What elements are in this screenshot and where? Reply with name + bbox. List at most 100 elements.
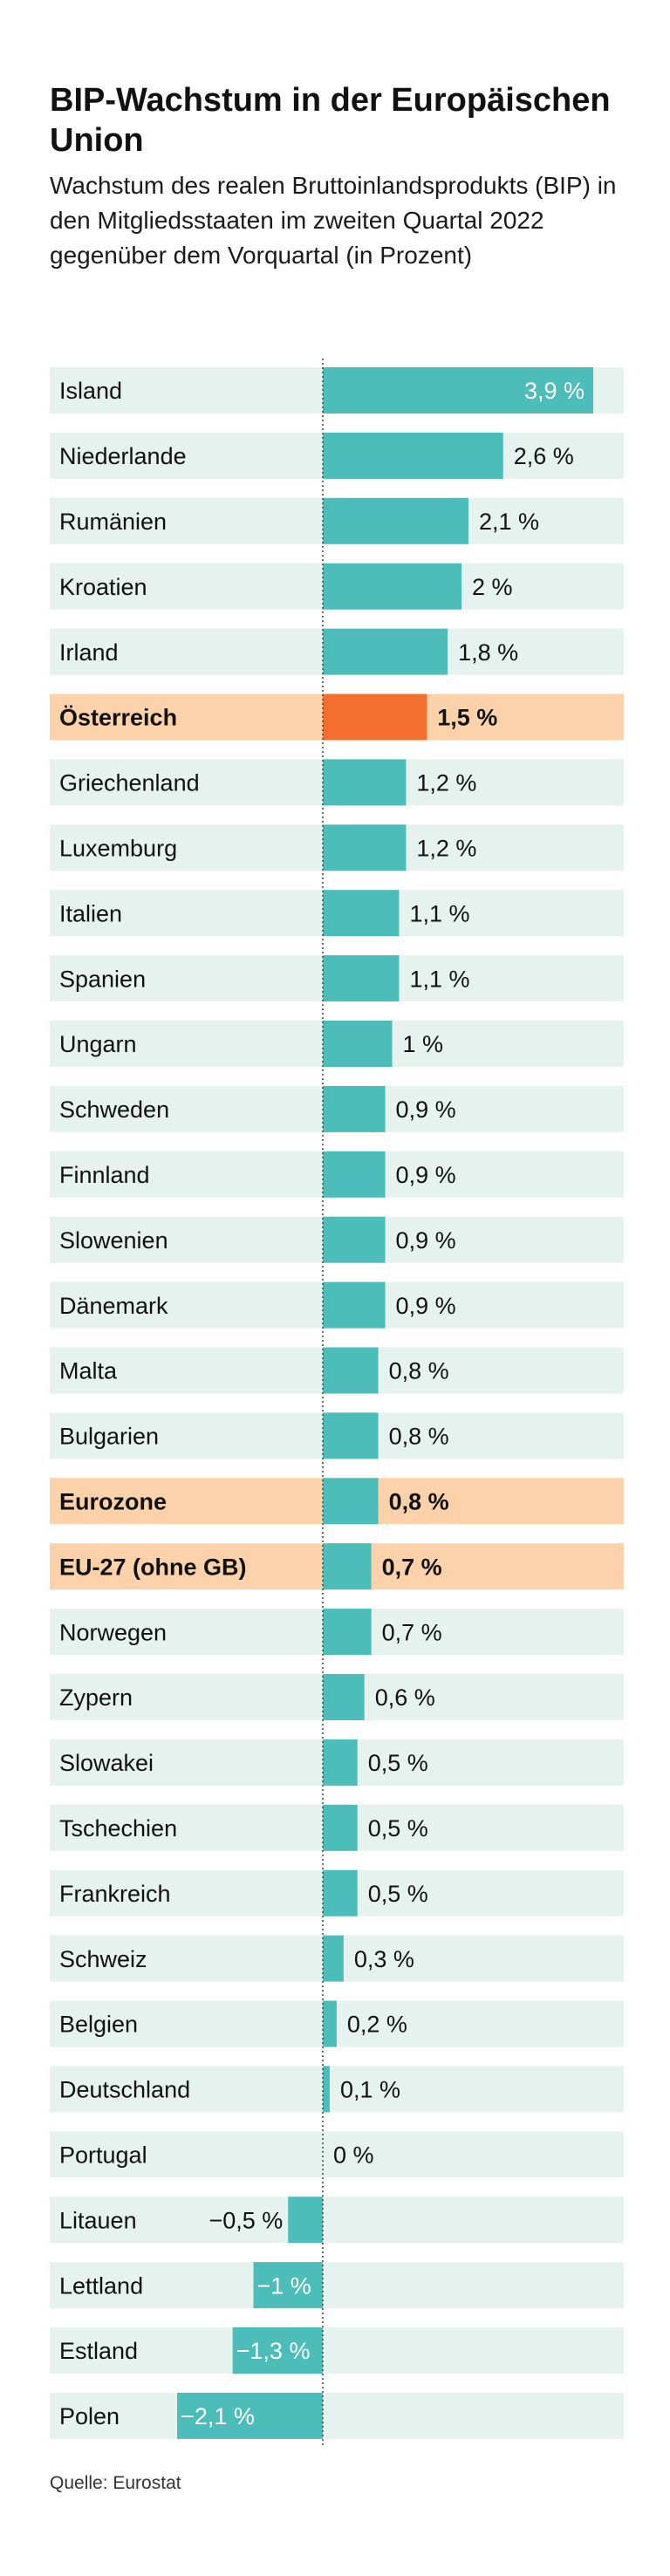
category-label: Österreich (59, 705, 177, 731)
value-label: 0,5 % (368, 1750, 428, 1776)
category-label: Italien (59, 900, 122, 926)
bar (253, 2262, 323, 2309)
bar (323, 1674, 365, 1720)
bar (323, 824, 407, 871)
bar (323, 1216, 386, 1263)
category-label: Norwegen (59, 1619, 167, 1645)
row-bg (50, 2392, 624, 2439)
category-label: Belgien (59, 2012, 138, 2038)
row-bg (50, 2000, 624, 2047)
value-label: −0,5 % (209, 2207, 283, 2233)
bar (323, 628, 448, 675)
bar (177, 2392, 323, 2439)
value-label: −1,3 % (236, 2338, 311, 2364)
bar (323, 1609, 372, 1656)
category-label: Irland (59, 639, 119, 666)
value-label: −2,1 % (181, 2403, 255, 2429)
bar (323, 2000, 337, 2047)
value-label: 0,7 % (382, 1554, 442, 1580)
category-label: Island (59, 378, 122, 404)
category-label: Schweden (59, 1097, 169, 1123)
value-label: 0,8 % (389, 1358, 449, 1384)
bar (323, 1869, 358, 1917)
value-label: 0,6 % (375, 1684, 435, 1711)
value-label: 2 % (472, 574, 513, 600)
value-label: 0,9 % (396, 1097, 456, 1123)
value-label: 1,2 % (416, 770, 476, 796)
category-label: Schweiz (59, 1946, 147, 1972)
category-label: Slowakei (59, 1750, 154, 1776)
value-label: 0,5 % (368, 1881, 428, 1907)
category-label: Portugal (59, 2142, 147, 2169)
row-bg (50, 2197, 624, 2244)
category-label: Slowenien (59, 1227, 168, 1254)
value-label: 0,2 % (347, 2012, 407, 2038)
category-label: Deutschland (59, 2077, 190, 2103)
category-label: EU-27 (ohne GB) (59, 1554, 247, 1580)
bar (323, 1739, 358, 1786)
bar (323, 1543, 372, 1590)
category-label: Griechenland (59, 770, 200, 796)
bar (323, 1478, 379, 1525)
category-label: Litauen (59, 2207, 137, 2233)
source-note: Quelle: Eurostat (50, 2473, 181, 2493)
value-label: 2,1 % (479, 509, 539, 535)
value-label: 1 % (403, 1031, 444, 1057)
bar (323, 1085, 386, 1132)
value-label: 2,6 % (514, 443, 574, 469)
value-label: 1,1 % (409, 900, 469, 926)
value-label: −1 % (257, 2272, 311, 2299)
category-label: Malta (59, 1358, 118, 1384)
chart-subtitle: Wachstum des realen Bruttoinlands­produk… (50, 172, 617, 269)
bar (323, 1412, 379, 1459)
category-label: Estland (59, 2338, 138, 2364)
row-bg (50, 2131, 624, 2178)
value-label: 0,3 % (354, 1946, 414, 1972)
row-backgrounds (50, 367, 624, 2439)
category-label: Eurozone (59, 1489, 167, 1515)
value-label: 1,1 % (409, 966, 469, 992)
value-label: 1,8 % (458, 639, 518, 666)
category-label: Luxemburg (59, 836, 177, 862)
category-label: Lettland (59, 2272, 143, 2299)
category-label: Rumänien (59, 509, 167, 535)
bar (323, 955, 400, 1002)
value-label: 0,9 % (396, 1293, 456, 1319)
row-bg (50, 2262, 624, 2309)
value-label: 0,9 % (396, 1227, 456, 1254)
category-label: Spanien (59, 966, 146, 992)
category-label: Tschechien (59, 1815, 177, 1841)
bar (323, 367, 594, 413)
value-label: 0 % (333, 2142, 374, 2169)
bar (323, 2066, 330, 2113)
value-label: 0,5 % (368, 1815, 428, 1841)
labels: Island 3,9 % Niederlande 2,6 % Rumänien 2,1 %… (59, 378, 585, 2429)
bar (288, 2197, 323, 2244)
category-label: Frankreich (59, 1881, 171, 1907)
category-label: Ungarn (59, 1031, 137, 1057)
bar (323, 432, 503, 479)
bar (323, 1281, 386, 1329)
bar (323, 1347, 379, 1394)
category-label: Dänemark (59, 1293, 168, 1319)
bar (323, 890, 400, 937)
value-label: 0,7 % (382, 1619, 442, 1645)
category-label: Zypern (59, 1684, 133, 1711)
bar (323, 1935, 344, 1982)
value-label: 1,2 % (416, 836, 476, 862)
category-label: Bulgarien (59, 1424, 159, 1450)
value-label: 0,9 % (396, 1162, 456, 1188)
bar (323, 563, 461, 610)
bar (323, 694, 427, 741)
row-bg (50, 2327, 624, 2374)
bar (323, 1804, 358, 1851)
value-label: 0,8 % (389, 1424, 449, 1450)
bars (177, 367, 594, 2439)
category-label: Kroatien (59, 574, 147, 600)
bar (323, 1021, 393, 1067)
chart-title: BIP-Wachstum in der Europäischen Union (50, 82, 611, 159)
row-bg (50, 2066, 624, 2113)
category-label: Polen (59, 2403, 120, 2429)
category-label: Niederlande (59, 443, 187, 469)
